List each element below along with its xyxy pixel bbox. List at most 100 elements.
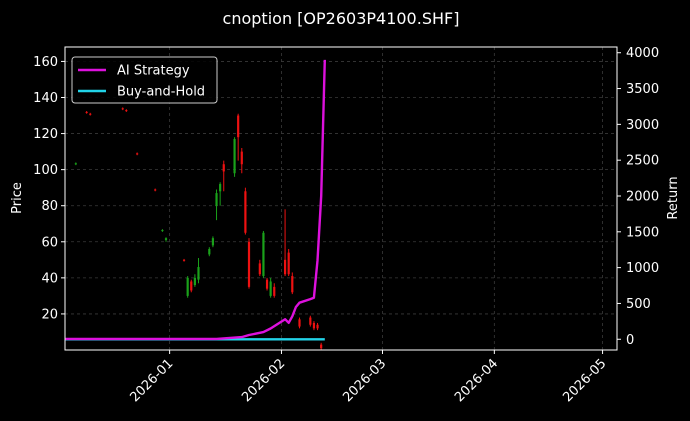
legend-label: Buy-and-Hold [117,85,205,100]
left-tick-label: 60 [41,235,58,250]
line-layer [65,59,326,341]
candle [197,258,200,284]
candle-body [208,249,211,255]
candle [287,249,290,277]
candle [219,182,222,206]
candle [298,317,301,329]
candle-body [219,184,222,192]
candle-body [320,344,323,349]
candle-body [309,317,312,325]
candle-body [85,111,88,113]
candle-body [190,281,193,291]
candle [222,160,225,192]
candle [309,315,312,327]
candle [85,111,88,114]
candle-body [136,153,139,155]
candle [74,162,77,166]
candle-body [233,138,236,174]
candle [237,113,240,161]
right-axis-title: Return [666,176,681,219]
candle-body [298,319,301,327]
right-tick-label: 0 [626,333,634,348]
candle-body [161,230,164,232]
candle-body [237,115,240,138]
candle-body [164,238,168,240]
candle [244,187,247,235]
candle [240,148,243,174]
candle [186,276,189,298]
candle-body [222,164,225,172]
candle-body [193,277,196,286]
candle-body [74,163,77,165]
candle-body [269,281,272,296]
candle [193,274,196,287]
candle-body [247,241,251,287]
right-axis: 0 500 1000 1500 2000 2500 3000 3500 4000 [617,46,659,348]
candle-body [125,110,128,112]
candle-body [197,267,200,280]
candle-body [283,259,287,275]
legend-label: AI Strategy [117,64,190,79]
candle [320,342,323,350]
candle-body [262,232,265,277]
candle [247,238,251,289]
candle [273,283,276,298]
left-axis: 20 40 60 80 100 120 140 160 [33,55,65,322]
candle [190,279,193,293]
candle-body [186,277,189,296]
candle-body [265,279,269,289]
series-line-ai-strategy [65,59,326,341]
candle [182,258,186,262]
candle-body [182,259,186,261]
candle [211,236,215,248]
plot-frame [64,46,618,351]
candle [265,277,269,291]
grid-layer [65,47,617,350]
right-tick-label: 500 [626,297,651,312]
candle-body [121,108,124,110]
candle [161,229,164,232]
right-tick-label: 2500 [626,154,659,169]
right-tick-label: 4000 [626,46,659,61]
candle [125,109,128,112]
candle [316,322,319,331]
left-tick-label: 100 [33,163,58,178]
candle [312,321,316,331]
candle-body [258,263,261,275]
candle [121,107,124,111]
right-tick-label: 1500 [626,225,659,240]
candle-body [312,322,316,329]
left-tick-label: 160 [33,55,58,70]
candle-body [291,276,294,293]
left-tick-label: 120 [33,127,58,142]
candle [258,259,261,277]
candle [208,247,211,257]
left-axis-title: Price [10,182,25,214]
right-tick-label: 3000 [626,118,659,133]
candle-body [215,193,218,206]
candle [215,189,218,221]
candle [262,230,265,278]
candle-body [287,252,290,275]
candle-body [273,286,276,296]
candle-layer [74,107,323,350]
candle [89,112,92,116]
candle-body [244,191,247,233]
left-tick-label: 20 [41,307,58,322]
candle [269,277,272,298]
right-tick-label: 3500 [626,82,659,97]
candle [154,188,157,192]
candle-body [316,324,319,329]
legend: AI Strategy Buy-and-Hold [71,56,218,104]
right-tick-label: 2000 [626,189,659,204]
candle [233,137,236,177]
candle-body [211,238,215,246]
left-tick-label: 80 [41,199,58,214]
left-tick-label: 140 [33,91,58,106]
candle [136,152,139,156]
candle [283,209,287,277]
candle-body [154,189,157,191]
candle-body [89,113,92,115]
